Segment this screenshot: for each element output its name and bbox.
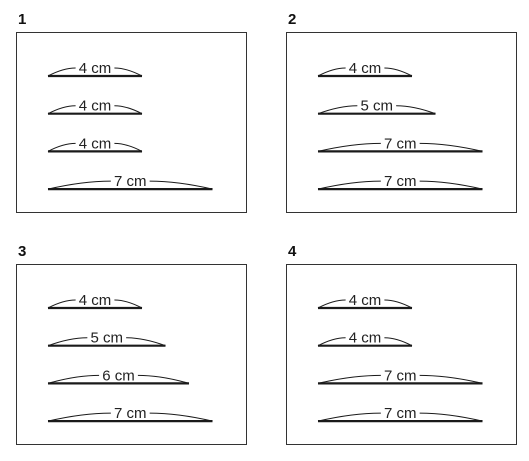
bar-length-label: 4 cm xyxy=(79,292,112,309)
bar-length-label: 4 cm xyxy=(349,60,382,77)
bar-arc-right xyxy=(137,374,190,384)
bar-arc-left xyxy=(317,180,381,190)
bar-arc-left xyxy=(47,299,76,309)
bar-length-label: 5 cm xyxy=(360,98,393,115)
bar-arc-left xyxy=(47,180,111,190)
bar-arc-right xyxy=(419,180,483,190)
bar-arc-right xyxy=(149,412,213,422)
bar-1-3: 4 cm xyxy=(47,135,143,153)
panel-1-number: 1 xyxy=(18,11,27,28)
bar-arc-right xyxy=(396,105,436,115)
bar-arc-right xyxy=(149,180,213,190)
bar-length-label: 6 cm xyxy=(102,367,135,384)
bar-arc-right xyxy=(419,412,483,422)
bar-arc-right xyxy=(126,337,166,347)
bar-arc-right xyxy=(419,374,483,384)
panel-3-number: 3 xyxy=(18,243,27,260)
bar-length-label: 7 cm xyxy=(114,405,147,422)
bar-3-1: 4 cm xyxy=(47,292,143,310)
bar-arc-right xyxy=(114,142,143,152)
bar-length-label: 4 cm xyxy=(79,98,112,115)
bar-arc-right xyxy=(384,67,413,77)
bar-4-3: 7 cm xyxy=(317,367,483,385)
bar-length-label: 4 cm xyxy=(79,135,112,152)
panel-2-number: 2 xyxy=(288,11,297,28)
bar-length-label: 4 cm xyxy=(349,330,382,347)
bar-1-2: 4 cm xyxy=(47,98,143,115)
bar-length-label: 7 cm xyxy=(114,173,147,190)
bar-arc-right xyxy=(114,105,143,115)
bar-1-1: 4 cm xyxy=(47,60,143,78)
bar-4-4: 7 cm xyxy=(317,405,483,423)
bar-2-2: 5 cm xyxy=(317,98,436,115)
bar-arc-left xyxy=(47,105,76,115)
bar-4-2: 4 cm xyxy=(317,330,413,347)
panel-1 xyxy=(16,32,247,213)
bar-arc-left xyxy=(47,374,100,384)
bar-1-4: 7 cm xyxy=(47,173,213,191)
bar-length-label: 7 cm xyxy=(384,135,417,152)
panel-4-number: 4 xyxy=(288,243,297,260)
bar-length-label: 7 cm xyxy=(384,405,417,422)
bar-arc-left xyxy=(317,67,346,77)
bar-2-1: 4 cm xyxy=(317,60,413,78)
bar-arc-right xyxy=(419,142,483,152)
bar-length-label: 4 cm xyxy=(349,292,382,309)
panel-2 xyxy=(286,32,517,213)
bar-length-label: 7 cm xyxy=(384,367,417,384)
bar-3-3: 6 cm xyxy=(47,367,190,385)
bar-2-4: 7 cm xyxy=(317,173,483,191)
bar-arc-left xyxy=(317,374,381,384)
bar-4-1: 4 cm xyxy=(317,292,413,310)
bar-3-4: 7 cm xyxy=(47,405,213,423)
bar-arc-left xyxy=(317,412,381,422)
bar-arc-left xyxy=(47,337,88,347)
bar-arc-right xyxy=(384,337,413,347)
bar-arc-left xyxy=(317,337,346,347)
bar-3-2: 5 cm xyxy=(47,330,166,347)
bar-arc-right xyxy=(114,299,143,309)
bar-arc-left xyxy=(317,105,358,115)
bar-length-label: 7 cm xyxy=(384,173,417,190)
bar-arc-left xyxy=(47,412,111,422)
panel-4 xyxy=(286,264,517,445)
bar-2-3: 7 cm xyxy=(317,135,483,153)
bar-length-label: 5 cm xyxy=(90,330,123,347)
bar-arc-left xyxy=(317,299,346,309)
bar-arc-left xyxy=(47,67,76,77)
bar-length-label: 4 cm xyxy=(79,60,112,77)
bar-arc-right xyxy=(384,299,413,309)
bar-arc-right xyxy=(114,67,143,77)
bar-arc-left xyxy=(47,142,76,152)
panel-3 xyxy=(16,264,247,445)
bar-arc-left xyxy=(317,142,381,152)
